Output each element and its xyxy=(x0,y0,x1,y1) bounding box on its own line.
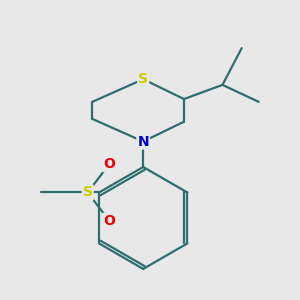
Text: N: N xyxy=(137,134,149,148)
Text: S: S xyxy=(138,72,148,86)
Text: S: S xyxy=(83,185,93,200)
Text: O: O xyxy=(103,157,115,171)
Text: O: O xyxy=(103,214,115,228)
